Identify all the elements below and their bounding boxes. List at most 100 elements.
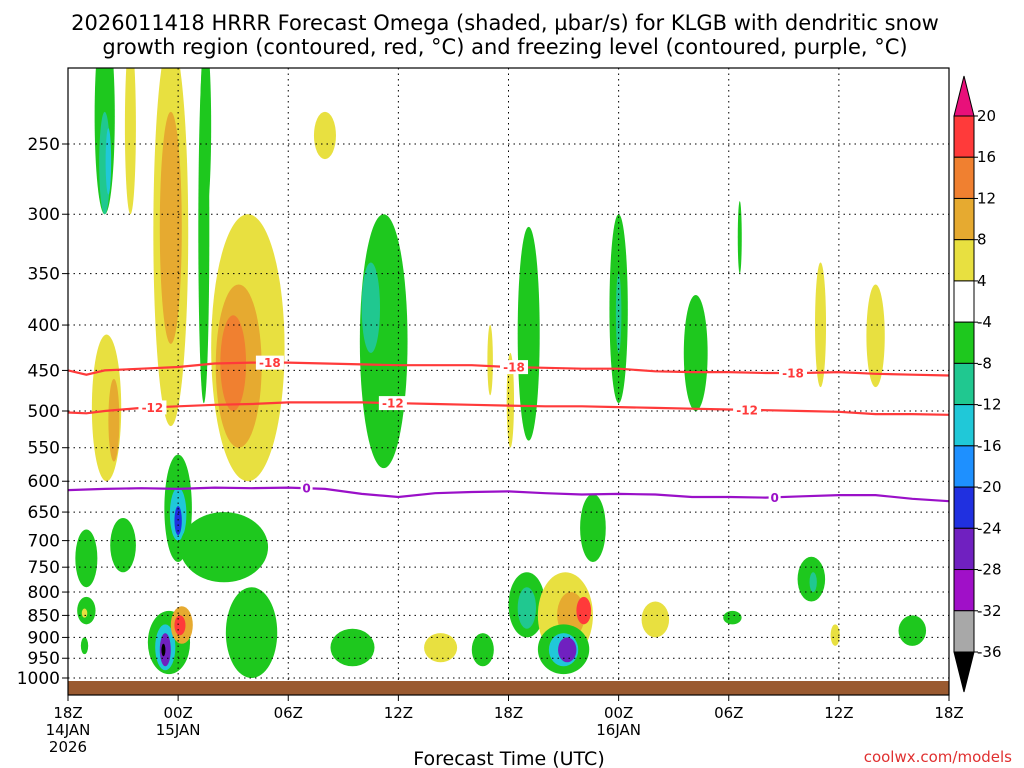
omega-cell-38: [424, 633, 458, 663]
omega-cell-5: [159, 111, 182, 344]
chart-title-line1: 2026011418 HRRR Forecast Omega (shaded, …: [71, 11, 939, 35]
contour-label-bg-dgz-minus12-1: [378, 396, 407, 411]
omega-cell-29: [110, 517, 136, 573]
x-tick-label-7-0: 12Z: [824, 704, 853, 722]
colorbar: 20 16 12 8 4 -4 -8 -12 -16 -20 -24 -28 -32 -36: [953, 75, 1002, 693]
colorbar-label-5: -4: [977, 313, 992, 331]
omega-cell-23: [866, 284, 885, 388]
contour-dgz-minus12: [68, 401, 949, 416]
y-tick-label-600: 600: [28, 472, 60, 492]
colorbar-label-10: -24: [977, 519, 1002, 537]
contour-label-dgz-minus18-0: -18: [259, 356, 281, 370]
omega-cell-28: [179, 512, 269, 583]
y-tick-label-400: 400: [28, 316, 60, 336]
colorbar-label-9: -20: [977, 478, 1002, 496]
x-tick-label-3-0: 12Z: [384, 704, 413, 722]
contour-lines: -18 -18 -18 -12 -12 -12 0 0: [68, 355, 949, 505]
omega-cell-30: [225, 587, 278, 678]
x-tick-label-0-2: 2026: [49, 738, 87, 756]
omega-cell-16: [487, 325, 493, 396]
omega-cell-27: [174, 506, 182, 536]
colorbar-label-11: -28: [977, 561, 1002, 579]
terrain-strip: [68, 681, 949, 695]
y-tick-label-1000: 1000: [17, 669, 60, 689]
y-tick-label-300: 300: [28, 205, 60, 225]
omega-cell-12: [108, 378, 120, 462]
omega-cell-51: [809, 572, 817, 593]
y-tick-label-650: 650: [28, 503, 60, 523]
colorbar-label-3: 8: [977, 231, 987, 249]
omega-cell-24: [737, 201, 742, 274]
colorbar-block-7: [953, 362, 975, 406]
colorbar-block-8: [953, 404, 975, 447]
colorbar-label-6: -8: [977, 354, 992, 372]
colorbar-label-13: -36: [977, 643, 1002, 661]
x-tick-label-0-1: 14JAN: [46, 721, 91, 739]
colorbar-top-arrow: [953, 75, 975, 117]
omega-cell-36: [174, 615, 186, 636]
omega-cell-3: [124, 68, 136, 215]
omega-cell-13: [313, 111, 336, 160]
contour-label-bg-freezing-level-1: [768, 490, 781, 505]
x-tick-label-0-0: 18Z: [53, 704, 82, 722]
omega-cell-57: [81, 608, 88, 618]
colorbar-label-2: 12: [977, 189, 996, 207]
omega-cell-55: [75, 529, 98, 588]
colorbar-block-1: [953, 115, 975, 158]
contour-label-bg-dgz-minus18-2: [778, 365, 807, 380]
omega-cell-15: [361, 262, 381, 353]
omega-cell-17: [517, 226, 540, 441]
y-tick-label-950: 950: [28, 649, 60, 669]
contour-label-bg-dgz-minus18-1: [500, 360, 529, 375]
omega-cell-20: [615, 273, 622, 353]
colorbar-block-13: [953, 610, 975, 653]
x-tick-label-5-0: 00Z: [604, 704, 633, 722]
y-tick-label-250: 250: [28, 135, 60, 155]
y-tick-label-900: 900: [28, 628, 60, 648]
colorbar-block-11: [953, 527, 975, 571]
omega-shading: [75, 68, 927, 678]
contour-label-dgz-minus18-1: -18: [503, 361, 525, 375]
y-axis: 2503003504004505005506006507007508008509…: [17, 135, 68, 689]
x-tick-label-6-0: 06Z: [714, 704, 743, 722]
contour-label-bg-dgz-minus18-0: [255, 355, 284, 370]
omega-cell-48: [580, 493, 606, 563]
omega-cell-44: [576, 596, 592, 625]
omega-cell-53: [898, 615, 927, 646]
colorbar-block-3: [953, 197, 975, 241]
omega-cell-7: [200, 68, 212, 215]
contour-label-dgz-minus12-0: -12: [142, 401, 164, 415]
contour-label-bg-freezing-level-0: [300, 481, 313, 496]
omega-cell-2: [105, 128, 112, 195]
omega-cell-39: [471, 633, 494, 667]
colorbar-block-10: [953, 486, 975, 529]
x-tick-label-2-0: 06Z: [274, 704, 303, 722]
y-tick-label-450: 450: [28, 361, 60, 381]
x-tick-label-1-1: 15JAN: [156, 721, 201, 739]
contour-label-bg-dgz-minus12-0: [138, 400, 167, 415]
colorbar-bottom-arrow: [953, 651, 975, 693]
omega-cell-21: [683, 295, 708, 412]
omega-cell-41: [517, 587, 537, 629]
colorbar-label-7: -12: [977, 396, 1002, 414]
x-tick-label-4-0: 18Z: [494, 704, 523, 722]
x-tick-label-5-1: 16JAN: [596, 721, 641, 739]
colorbar-block-5: [953, 280, 975, 323]
omega-cell-58: [80, 637, 89, 655]
omega-cell-47: [558, 637, 577, 663]
colorbar-block-12: [953, 569, 975, 612]
contour-label-freezing-level-1: 0: [770, 491, 778, 505]
y-tick-label-500: 500: [28, 402, 60, 422]
colorbar-block-4: [953, 239, 975, 282]
x-axis-label: Forecast Time (UTC): [413, 748, 604, 768]
colorbar-label-1: 16: [977, 148, 996, 166]
x-tick-label-1-0: 00Z: [163, 704, 192, 722]
colorbar-label-12: -32: [977, 602, 1002, 620]
omega-cell-49: [641, 601, 670, 638]
colorbar-label-4: 4: [977, 272, 987, 290]
credit-text: coolwx.com/models: [864, 748, 1012, 766]
contour-label-dgz-minus18-2: -18: [782, 366, 804, 380]
contour-label-bg-dgz-minus12-2: [733, 402, 762, 417]
